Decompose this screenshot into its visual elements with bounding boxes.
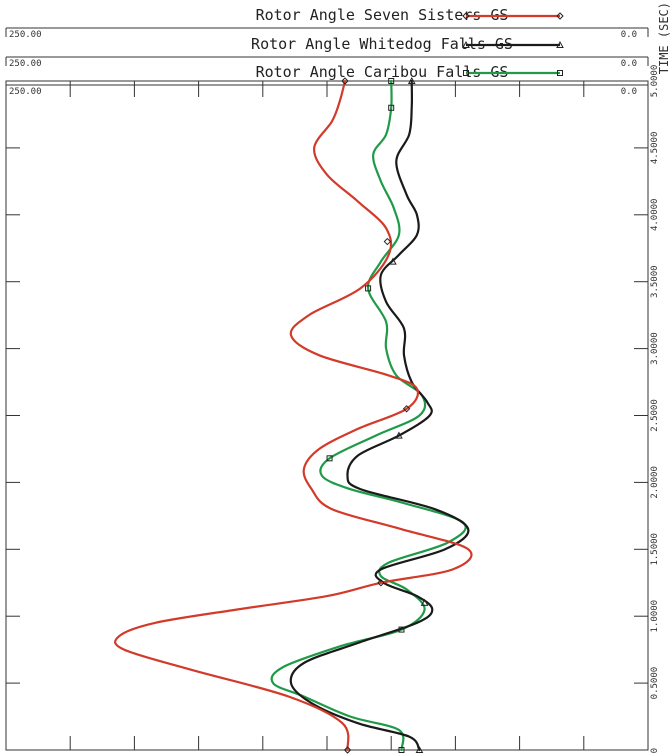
legend-title: Rotor Angle Seven Sisters GS bbox=[256, 6, 509, 24]
legend-title: Rotor Angle Whitedog Falls GS bbox=[251, 35, 513, 53]
scale-max-label: 0.0 bbox=[621, 30, 637, 40]
series-marker bbox=[398, 747, 405, 753]
time-tick-label: 0.5000 bbox=[650, 667, 660, 700]
legend-marker bbox=[556, 12, 564, 20]
series-marker bbox=[326, 455, 333, 462]
chart-series bbox=[114, 76, 473, 754]
time-tick-label: 0.0 bbox=[650, 748, 660, 754]
time-tick-label: 4.0000 bbox=[650, 199, 660, 232]
series-marker bbox=[415, 745, 424, 753]
series-marker bbox=[395, 431, 403, 439]
legend-title: Rotor Angle Caribou Falls GS bbox=[256, 63, 509, 81]
series-marker bbox=[383, 237, 392, 246]
series-marker bbox=[388, 78, 395, 84]
scale-min-label: 250.00 bbox=[9, 59, 42, 69]
legend-marker bbox=[462, 12, 470, 20]
scale-max-label: 0.0 bbox=[621, 87, 637, 97]
series-line bbox=[289, 79, 470, 752]
legend-marker bbox=[462, 40, 470, 48]
series-marker bbox=[365, 285, 372, 292]
time-tick-label: 3.0000 bbox=[650, 332, 660, 365]
series-marker bbox=[389, 257, 397, 265]
chart-axes: 0.0 0.5000 1.0000 1.5000 2.0000 2.5000 3.0000 3… bbox=[5, 2, 671, 754]
legend-marker bbox=[557, 70, 563, 76]
time-tick-label: 1.0000 bbox=[650, 600, 660, 633]
legend-marker bbox=[463, 70, 469, 76]
time-axis-title: TIME (SEC) bbox=[657, 2, 671, 74]
series-marker bbox=[420, 598, 429, 606]
series-marker bbox=[402, 405, 411, 413]
time-tick-label: 4.5000 bbox=[650, 132, 660, 165]
series-marker bbox=[398, 626, 405, 633]
time-tick-label: 5.0000 bbox=[650, 65, 660, 98]
time-tick-label: 3.5000 bbox=[650, 265, 660, 298]
legend: Rotor Angle Seven Sisters GS 250.00 0.0 Rot… bbox=[5, 6, 649, 97]
series-marker bbox=[407, 76, 416, 84]
time-tick-label: 2.0000 bbox=[650, 466, 660, 499]
time-tick-label: 2.5000 bbox=[650, 399, 660, 432]
series-marker bbox=[377, 579, 385, 587]
legend-marker bbox=[556, 40, 564, 48]
series-marker bbox=[341, 77, 349, 85]
scale-max-label: 0.0 bbox=[621, 59, 637, 69]
series-line bbox=[114, 79, 473, 752]
series-marker bbox=[388, 104, 395, 111]
series-line bbox=[270, 79, 467, 752]
scale-min-label: 250.00 bbox=[9, 87, 42, 97]
time-tick-label: 1.5000 bbox=[650, 533, 660, 566]
scale-min-label: 250.00 bbox=[9, 30, 42, 40]
series-marker bbox=[343, 746, 352, 754]
